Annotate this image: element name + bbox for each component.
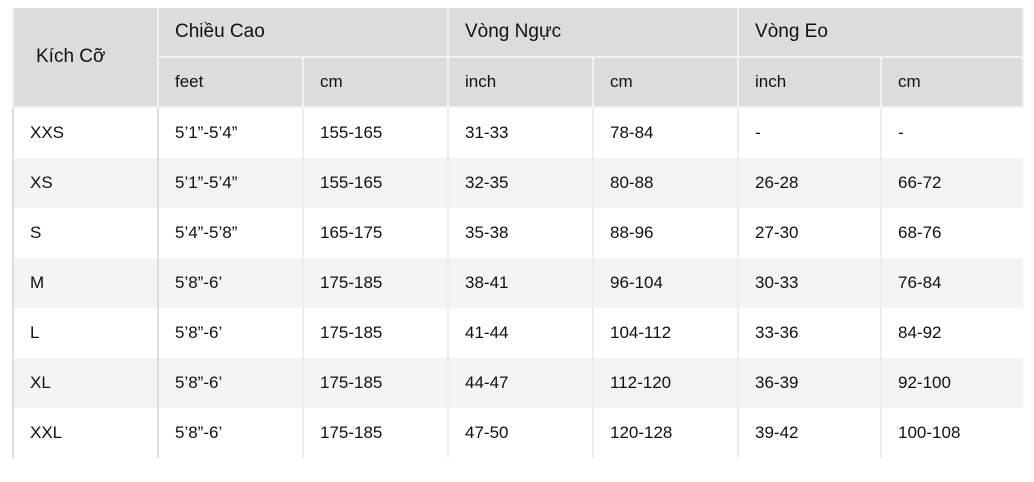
measurement-cell: 112-120 bbox=[591, 358, 739, 408]
table-row: XXL 5’8”-6’ 175-185 47-50 120-128 39-42 100-10… bbox=[13, 408, 1024, 458]
measurement-cell: 26-28 bbox=[737, 158, 882, 208]
header-waist: Vòng Eo bbox=[737, 8, 1025, 58]
measurement-cell: 27-30 bbox=[737, 208, 882, 258]
measurement-cell: 165-175 bbox=[302, 208, 448, 258]
table-row: S 5’4”-5’8” 165-175 35-38 88-96 27-30 68-76 bbox=[13, 208, 1024, 258]
measurement-cell: 5’1”-5’4” bbox=[157, 158, 303, 208]
size-cell: S bbox=[13, 208, 159, 258]
measurement-cell: - bbox=[880, 107, 1024, 158]
measurement-cell: 80-88 bbox=[591, 158, 739, 208]
measurement-cell: 30-33 bbox=[737, 258, 882, 308]
table-row: M 5’8”-6’ 175-185 38-41 96-104 30-33 76-84 bbox=[13, 258, 1024, 308]
measurement-cell: 5’4”-5’8” bbox=[157, 208, 303, 258]
size-cell: XL bbox=[13, 358, 159, 408]
table-row: L 5’8”-6’ 175-185 41-44 104-112 33-36 84-92 bbox=[13, 308, 1024, 358]
measurement-cell: 175-185 bbox=[302, 408, 448, 458]
measurement-cell: 5’8”-6’ bbox=[157, 258, 303, 308]
header-height: Chiều Cao bbox=[157, 8, 449, 58]
measurement-cell: 66-72 bbox=[880, 158, 1024, 208]
measurement-cell: 155-165 bbox=[302, 107, 448, 158]
size-cell: XXL bbox=[13, 408, 159, 458]
unit-header: cm bbox=[302, 57, 449, 108]
measurement-cell: 44-47 bbox=[447, 358, 593, 408]
measurement-cell: - bbox=[737, 107, 882, 158]
measurement-cell: 96-104 bbox=[591, 258, 739, 308]
measurement-cell: 88-96 bbox=[591, 208, 739, 258]
measurement-cell: 92-100 bbox=[880, 358, 1024, 408]
measurement-cell: 47-50 bbox=[447, 408, 593, 458]
measurement-cell: 100-108 bbox=[880, 408, 1024, 458]
header-size: Kích Cỡ bbox=[12, 8, 159, 108]
measurement-cell: 5’8”-6’ bbox=[157, 358, 303, 408]
size-chart-table: Kích Cỡ Chiều Cao Vòng Ngực Vòng Eo feet… bbox=[12, 8, 1025, 458]
measurement-cell: 36-39 bbox=[737, 358, 882, 408]
size-cell: L bbox=[13, 308, 159, 358]
unit-header: feet bbox=[157, 57, 304, 108]
measurement-cell: 120-128 bbox=[591, 408, 739, 458]
measurement-cell: 32-35 bbox=[447, 158, 593, 208]
table-row: XS 5’1”-5’4” 155-165 32-35 80-88 26-28 66-72 bbox=[13, 158, 1024, 208]
measurement-cell: 104-112 bbox=[591, 308, 739, 358]
measurement-cell: 175-185 bbox=[302, 358, 448, 408]
measurement-cell: 76-84 bbox=[880, 258, 1024, 308]
measurement-cell: 5’8”-6’ bbox=[157, 408, 303, 458]
table-row: XXS 5’1”-5’4” 155-165 31-33 78-84- - bbox=[13, 107, 1024, 158]
measurement-cell: 38-41 bbox=[447, 258, 593, 308]
measurement-cell: 68-76 bbox=[880, 208, 1024, 258]
table-row: XL 5’8”-6’ 175-185 44-47 112-120 36-39 92-100 bbox=[13, 358, 1024, 408]
measurement-cell: 31-33 bbox=[447, 107, 593, 158]
header-chest: Vòng Ngực bbox=[446, 8, 740, 58]
measurement-cell: 175-185 bbox=[302, 258, 448, 308]
unit-header: cm bbox=[591, 57, 740, 108]
measurement-cell: 41-44 bbox=[447, 308, 593, 358]
measurement-cell: 155-165 bbox=[302, 158, 448, 208]
unit-header: inch bbox=[737, 57, 883, 108]
measurement-cell: 175-185 bbox=[302, 308, 448, 358]
measurement-cell: 84-92 bbox=[880, 308, 1024, 358]
measurement-cell: 35-38 bbox=[447, 208, 593, 258]
measurement-cell: 39-42 bbox=[737, 408, 882, 458]
measurement-cell: 5’8”-6’ bbox=[157, 308, 303, 358]
size-cell: XS bbox=[13, 158, 159, 208]
unit-header: cm bbox=[880, 57, 1025, 108]
size-cell: XXS bbox=[13, 107, 159, 158]
unit-header: inch bbox=[447, 57, 594, 108]
measurement-cell: 33-36 bbox=[737, 308, 882, 358]
measurement-cell: 78-84 bbox=[591, 107, 739, 158]
measurement-cell: 5’1”-5’4” bbox=[157, 107, 303, 158]
size-cell: M bbox=[13, 258, 159, 308]
